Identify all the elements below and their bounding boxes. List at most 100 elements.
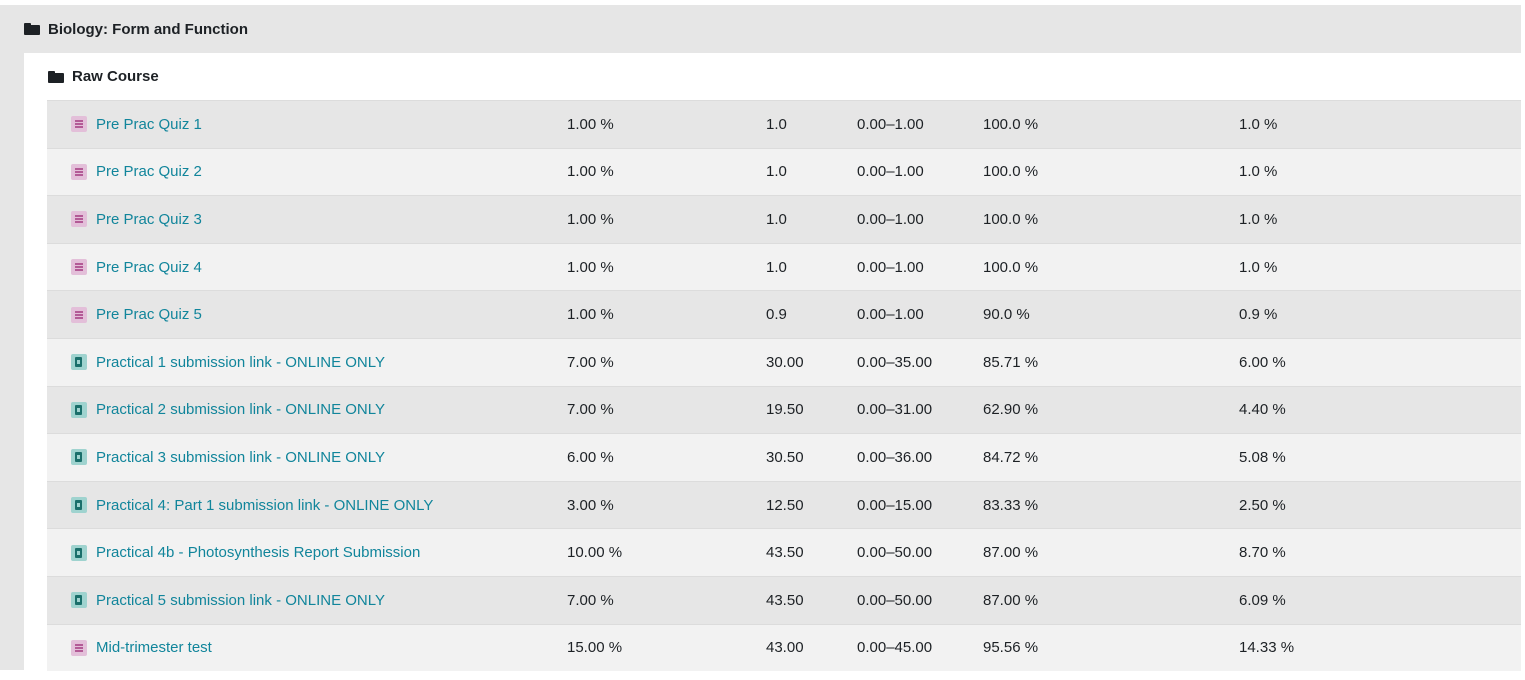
grade-item-name-cell: Pre Prac Quiz 4 bbox=[71, 244, 202, 291]
contribution-cell: 1.0 % bbox=[1239, 163, 1278, 181]
percentage-cell: 87.00 % bbox=[983, 544, 1039, 562]
grade-item-name-cell: Practical 5 submission link - ONLINE ONL… bbox=[71, 577, 385, 624]
grade-item-name-cell: Practical 2 submission link - ONLINE ONL… bbox=[71, 387, 385, 434]
contribution-cell: 14.33 % bbox=[1239, 639, 1295, 657]
quiz-icon bbox=[71, 259, 87, 276]
grade-item-link[interactable]: Practical 4b - Photosynthesis Report Sub… bbox=[96, 544, 421, 562]
grade-cell: 19.50 bbox=[766, 401, 804, 419]
grade-item-link[interactable]: Practical 1 submission link - ONLINE ONL… bbox=[96, 353, 385, 371]
grade-item-name-cell: Pre Prac Quiz 2 bbox=[71, 149, 202, 196]
contribution-cell: 8.70 % bbox=[1239, 544, 1286, 562]
contribution-cell: 6.00 % bbox=[1239, 353, 1286, 371]
grade-item-row: Pre Prac Quiz 3 1.00 % 1.0 0.00–1.00 100.0 %… bbox=[47, 195, 1521, 243]
range-cell: 0.00–45.00 bbox=[857, 639, 933, 657]
grade-item-link[interactable]: Pre Prac Quiz 4 bbox=[96, 258, 202, 276]
percentage-cell: 90.0 % bbox=[983, 306, 1030, 324]
range-cell: 0.00–35.00 bbox=[857, 353, 933, 371]
grade-cell: 1.0 bbox=[766, 210, 787, 228]
weight-cell: 1.00 % bbox=[567, 258, 614, 276]
grade-item-name-cell: Pre Prac Quiz 3 bbox=[71, 196, 202, 243]
quiz-icon bbox=[71, 306, 87, 323]
range-cell: 0.00–1.00 bbox=[857, 306, 924, 324]
percentage-cell: 100.0 % bbox=[983, 115, 1039, 133]
grade-item-link[interactable]: Mid-trimester test bbox=[96, 639, 212, 657]
range-cell: 0.00–1.00 bbox=[857, 210, 924, 228]
grade-item-link[interactable]: Pre Prac Quiz 3 bbox=[96, 210, 202, 228]
weight-cell: 7.00 % bbox=[567, 591, 614, 609]
range-cell: 0.00–36.00 bbox=[857, 448, 933, 466]
contribution-cell: 0.9 % bbox=[1239, 306, 1278, 324]
subcategory-header: Raw Course bbox=[24, 53, 1521, 100]
weight-cell: 1.00 % bbox=[567, 163, 614, 181]
grade-item-name-cell: Practical 1 submission link - ONLINE ONL… bbox=[71, 339, 385, 386]
folder-icon bbox=[48, 70, 64, 83]
grade-item-row: Mid-trimester test 15.00 % 43.00 0.00–45.00… bbox=[47, 623, 1521, 672]
weight-cell: 1.00 % bbox=[567, 306, 614, 324]
grade-category-container: Biology: Form and Function Raw Course Pr… bbox=[0, 5, 1521, 672]
grade-item-name-cell: Practical 3 submission link - ONLINE ONL… bbox=[71, 434, 385, 481]
assignment-icon bbox=[71, 449, 87, 466]
assignment-icon bbox=[71, 592, 87, 609]
percentage-cell: 100.0 % bbox=[983, 258, 1039, 276]
grade-item-row: Practical 3 submission link - ONLINE ONL… bbox=[47, 433, 1521, 481]
grade-item-link[interactable]: Practical 5 submission link - ONLINE ONL… bbox=[96, 591, 385, 609]
grade-item-row: Pre Prac Quiz 5 1.00 % 0.9 0.00–1.00 90.0 % 0… bbox=[47, 290, 1521, 338]
grade-cell: 30.50 bbox=[766, 448, 804, 466]
contribution-cell: 5.08 % bbox=[1239, 448, 1286, 466]
weight-cell: 6.00 % bbox=[567, 448, 614, 466]
grade-item-row: Pre Prac Quiz 1 1.00 % 1.0 0.00–1.00 100.0 %… bbox=[47, 100, 1521, 148]
grade-item-link[interactable]: Pre Prac Quiz 5 bbox=[96, 306, 202, 324]
grade-items-table: Pre Prac Quiz 1 1.00 % 1.0 0.00–1.00 100.0 %… bbox=[47, 100, 1521, 672]
contribution-cell: 4.40 % bbox=[1239, 401, 1286, 419]
weight-cell: 1.00 % bbox=[567, 115, 614, 133]
quiz-icon bbox=[71, 639, 87, 656]
grade-cell: 43.00 bbox=[766, 639, 804, 657]
category-title: Biology: Form and Function bbox=[48, 20, 248, 38]
weight-cell: 7.00 % bbox=[567, 353, 614, 371]
percentage-cell: 100.0 % bbox=[983, 210, 1039, 228]
percentage-cell: 87.00 % bbox=[983, 591, 1039, 609]
grade-item-row: Practical 2 submission link - ONLINE ONL… bbox=[47, 385, 1521, 434]
percentage-cell: 85.71 % bbox=[983, 353, 1039, 371]
range-cell: 0.00–1.00 bbox=[857, 163, 924, 181]
range-cell: 0.00–31.00 bbox=[857, 401, 933, 419]
quiz-icon bbox=[71, 116, 87, 133]
range-cell: 0.00–1.00 bbox=[857, 115, 924, 133]
range-cell: 0.00–15.00 bbox=[857, 496, 933, 514]
assignment-icon bbox=[71, 401, 87, 418]
grade-item-link[interactable]: Pre Prac Quiz 1 bbox=[96, 115, 202, 133]
grade-item-row: Pre Prac Quiz 2 1.00 % 1.0 0.00–1.00 100.0 %… bbox=[47, 147, 1521, 196]
percentage-cell: 95.56 % bbox=[983, 639, 1039, 657]
assignment-icon bbox=[71, 354, 87, 371]
grade-item-row: Practical 4: Part 1 submission link - ON… bbox=[47, 480, 1521, 529]
grade-item-link[interactable]: Pre Prac Quiz 2 bbox=[96, 163, 202, 181]
subcategory-container: Raw Course Pre Prac Quiz 1 1.00 % 1.0 0.00–… bbox=[24, 53, 1521, 672]
grade-item-name-cell: Pre Prac Quiz 1 bbox=[71, 101, 202, 148]
grade-item-link[interactable]: Practical 2 submission link - ONLINE ONL… bbox=[96, 401, 385, 419]
weight-cell: 3.00 % bbox=[567, 496, 614, 514]
grade-item-row: Practical 5 submission link - ONLINE ONL… bbox=[47, 575, 1521, 624]
quiz-icon bbox=[71, 163, 87, 180]
grade-cell: 30.00 bbox=[766, 353, 804, 371]
subcategory-title: Raw Course bbox=[72, 68, 159, 85]
grade-item-name-cell: Pre Prac Quiz 5 bbox=[71, 291, 202, 338]
category-header: Biology: Form and Function bbox=[0, 5, 1521, 53]
grade-cell: 1.0 bbox=[766, 258, 787, 276]
range-cell: 0.00–50.00 bbox=[857, 544, 933, 562]
range-cell: 0.00–50.00 bbox=[857, 591, 933, 609]
contribution-cell: 1.0 % bbox=[1239, 210, 1278, 228]
grade-item-link[interactable]: Practical 3 submission link - ONLINE ONL… bbox=[96, 448, 385, 466]
grade-cell: 12.50 bbox=[766, 496, 804, 514]
grade-cell: 43.50 bbox=[766, 544, 804, 562]
weight-cell: 10.00 % bbox=[567, 544, 623, 562]
grade-cell: 1.0 bbox=[766, 115, 787, 133]
contribution-cell: 2.50 % bbox=[1239, 496, 1286, 514]
folder-icon bbox=[24, 23, 40, 35]
assignment-icon bbox=[71, 497, 87, 514]
contribution-cell: 1.0 % bbox=[1239, 115, 1278, 133]
grade-item-name-cell: Practical 4b - Photosynthesis Report Sub… bbox=[71, 529, 420, 576]
percentage-cell: 84.72 % bbox=[983, 448, 1039, 466]
grade-item-name-cell: Mid-trimester test bbox=[71, 625, 212, 672]
grade-item-row: Practical 1 submission link - ONLINE ONL… bbox=[47, 337, 1521, 386]
grade-item-link[interactable]: Practical 4: Part 1 submission link - ON… bbox=[96, 496, 434, 514]
